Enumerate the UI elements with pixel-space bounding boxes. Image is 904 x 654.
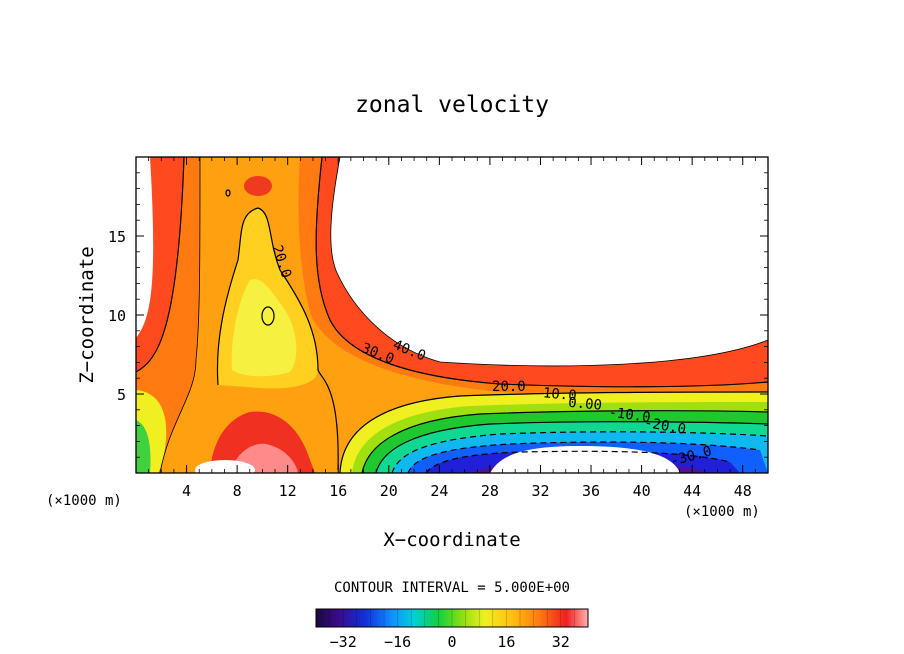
x-tick-label: 36 — [582, 482, 600, 500]
contour-0 — [375, 421, 768, 473]
z-unit-label: (×1000 m) — [46, 493, 122, 509]
x-tick-label: 16 — [329, 482, 347, 500]
contour-lines — [136, 157, 768, 473]
orange-light-band — [160, 157, 768, 473]
y-tick-label: 15 — [108, 228, 126, 246]
westward-core-white — [490, 446, 680, 473]
contour-interval-text: CONTOUR INTERVAL = 5.000E+00 — [334, 580, 570, 596]
x-unit-label: (×1000 m) — [684, 504, 760, 520]
y-tick-label: 10 — [108, 307, 126, 325]
contour-tiny-loop — [225, 189, 231, 197]
colorbar-ticks: −32 −16 0 16 32 — [315, 609, 589, 651]
contour-40 — [330, 157, 768, 367]
colorbar-tick-label: −32 — [330, 633, 357, 651]
contour-neg30 — [425, 450, 731, 473]
x-tick-label: 44 — [683, 482, 701, 500]
x-tick-label: 28 — [481, 482, 499, 500]
contour-label: -10.0 — [608, 404, 652, 426]
contour-20-lower — [339, 391, 768, 473]
x-tick-label: 8 — [233, 482, 242, 500]
x-tick-label: 12 — [279, 482, 297, 500]
upper-red-blob — [244, 176, 272, 196]
contour-label: -20.0 — [643, 415, 687, 438]
colorbar-tick-label: 32 — [552, 633, 570, 651]
contour-field: 20.040.030.020.0 10.00.00-10.0-20.0-30.0 — [136, 157, 768, 473]
yellow-inner — [231, 279, 297, 377]
contour-10 — [361, 410, 768, 473]
x-tick-label: 32 — [531, 482, 549, 500]
left-edge-green — [136, 420, 151, 473]
colorbar-tick-label: −16 — [384, 633, 411, 651]
x-tick-label: 4 — [182, 482, 191, 500]
y-tick-label: 5 — [117, 386, 126, 404]
colorbar — [315, 608, 589, 628]
contour-left — [136, 157, 185, 373]
x-tick-label: 48 — [734, 482, 752, 500]
y-axis-label: Z−coordinate — [76, 246, 98, 383]
y-axis-ticks: 5 10 15 — [108, 172, 768, 458]
x-axis-label: X−coordinate — [383, 529, 520, 551]
x-tick-label: 40 — [633, 482, 651, 500]
x-tick-label: 20 — [380, 482, 398, 500]
x-tick-label: 24 — [430, 482, 448, 500]
contour-label: 10.0 — [542, 385, 577, 404]
contour-left-2 — [159, 157, 201, 473]
x-axis-ticks: 4 8 12 16 20 24 28 32 36 40 44 48 — [148, 157, 756, 500]
contour-label: 20.0 — [492, 379, 526, 395]
contour-neg20 — [407, 441, 761, 473]
colorbar-tick-label: 16 — [497, 633, 515, 651]
contour-label: 0.00 — [568, 395, 603, 414]
contour-neg10 — [391, 431, 768, 473]
chart-title: zonal velocity — [355, 92, 549, 118]
contour-small-loop — [261, 306, 275, 326]
lower-white-blob — [195, 460, 255, 473]
colorbar-tick-label: 0 — [447, 633, 456, 651]
contour-20-main — [216, 207, 339, 471]
contour-30 — [315, 157, 768, 388]
